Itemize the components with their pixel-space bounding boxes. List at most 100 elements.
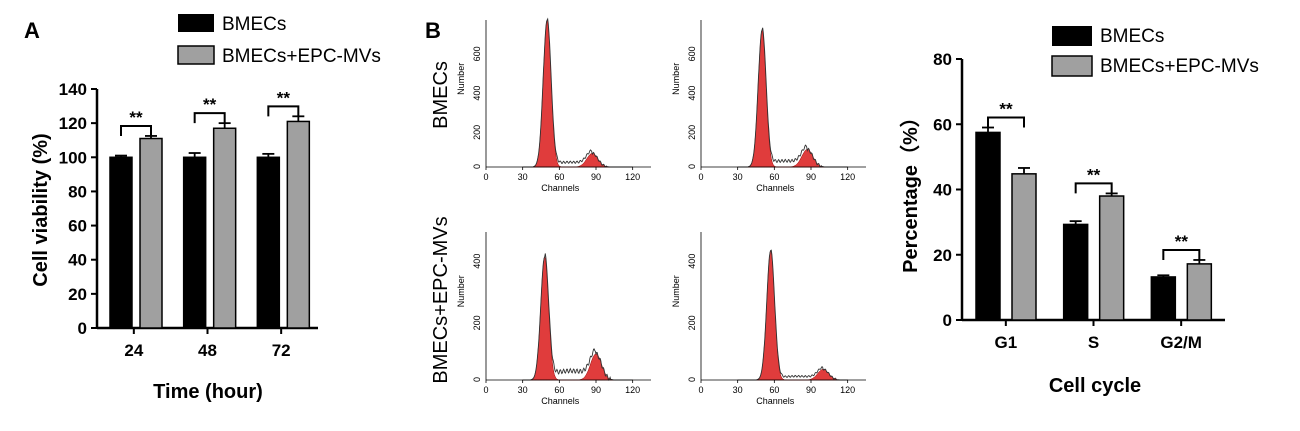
hist-xtick-label: 0 bbox=[698, 385, 703, 395]
hist-xtick-label: 30 bbox=[518, 172, 528, 182]
legend-swatch-bmecs-c bbox=[1052, 26, 1092, 46]
hist-ytick-label: 400 bbox=[472, 86, 482, 101]
row-label-bmecs-epc: BMECs+EPC-MVs bbox=[430, 216, 452, 383]
hist-ylabel: Number bbox=[671, 275, 681, 307]
hist-xtick-label: 90 bbox=[591, 172, 601, 182]
panel-a-legend: BMECs BMECs+EPC-MVs bbox=[177, 14, 381, 67]
row-label-bmecs: BMECs bbox=[430, 61, 452, 129]
hist-ytick-label: 600 bbox=[472, 46, 482, 61]
histogram-3: 0 200 400 0 30 60 90 120 Channels Number bbox=[456, 232, 651, 406]
hist-xtick-label: 30 bbox=[733, 172, 743, 182]
C-bar bbox=[1062, 223, 1089, 321]
C-bar bbox=[1011, 173, 1037, 321]
s-phase-outline bbox=[522, 17, 633, 168]
hist-xtick-label: 0 bbox=[483, 385, 488, 395]
legend-swatch-bmecs-epc bbox=[177, 45, 215, 65]
panel-c-xlabel: Cell cycle bbox=[1049, 375, 1141, 397]
legend-label-bmecs: BMECs bbox=[222, 14, 286, 35]
A-ytick-label: 40 bbox=[68, 251, 87, 270]
hist-ytick-label: 0 bbox=[687, 377, 697, 382]
C-significance-label: ** bbox=[1175, 232, 1189, 251]
hist-ytick-label: 600 bbox=[687, 46, 697, 61]
A-significance-bracket bbox=[120, 124, 152, 136]
panel-c-ylabel: Percentage（%） bbox=[899, 107, 922, 273]
legend-label-bmecs-c: BMECs bbox=[1100, 26, 1164, 47]
hist-xtick-label: 30 bbox=[733, 385, 743, 395]
A-ytick-label: 120 bbox=[59, 114, 87, 133]
histogram-4: 0 200 400 0 30 60 90 120 Channels Number bbox=[671, 232, 866, 406]
A-ytick-label: 80 bbox=[68, 182, 87, 201]
histogram-2: 0 200 400 600 0 30 60 90 120 Channels Number bbox=[671, 20, 866, 193]
A-significance-bracket bbox=[267, 105, 300, 117]
hist-ytick-label: 400 bbox=[687, 86, 697, 101]
A-significance-label: ** bbox=[129, 108, 143, 127]
hist-xtick-label: 120 bbox=[840, 385, 855, 395]
hist-xtick-label: 60 bbox=[769, 385, 779, 395]
hist-xtick-label: 120 bbox=[625, 385, 640, 395]
A-significance-label: ** bbox=[203, 95, 217, 114]
C-xtick-label: G1 bbox=[994, 333, 1017, 352]
panel-a-ylabel: Cell viability (%) bbox=[30, 133, 52, 286]
A-ytick-label: 140 bbox=[59, 80, 87, 99]
hist-xtick-label: 60 bbox=[554, 385, 564, 395]
A-ytick-label: 60 bbox=[68, 217, 87, 236]
hist-ytick-label: 200 bbox=[472, 315, 482, 330]
legend-label-bmecs-epc-c: BMECs+EPC-MVs bbox=[1100, 56, 1259, 77]
hist-xtick-label: 0 bbox=[483, 172, 488, 182]
panel-a-xlabel: Time (hour) bbox=[153, 381, 263, 403]
g1-peak bbox=[522, 256, 633, 381]
hist-xtick-label: 30 bbox=[518, 385, 528, 395]
C-significance-label: ** bbox=[1087, 165, 1101, 184]
hist-xtick-label: 90 bbox=[806, 172, 816, 182]
A-bar bbox=[212, 127, 237, 329]
histogram-1: 0 200 400 600 0 30 60 90 120 Channels Number bbox=[456, 17, 651, 193]
A-xtick-label: 72 bbox=[272, 341, 291, 360]
C-bar bbox=[975, 131, 1001, 321]
hist-xtick-label: 120 bbox=[840, 172, 855, 182]
C-xtick-label: S bbox=[1088, 333, 1099, 352]
hist-xtick-label: 0 bbox=[698, 172, 703, 182]
s-phase-outline bbox=[737, 249, 848, 381]
hist-ytick-label: 200 bbox=[687, 315, 697, 330]
panel-c-chart: BMECs BMECs+EPC-MVs Percentage（%） Cell c… bbox=[899, 26, 1259, 397]
panel-c-legend: BMECs BMECs+EPC-MVs bbox=[1051, 26, 1259, 77]
C-significance-bracket bbox=[1162, 248, 1201, 260]
hist-ylabel: Number bbox=[671, 63, 681, 95]
C-significance-bracket bbox=[987, 116, 1025, 128]
hist-ytick-label: 400 bbox=[687, 254, 697, 269]
hist-ytick-label: 0 bbox=[472, 164, 482, 169]
hist-ytick-label: 200 bbox=[687, 125, 697, 140]
hist-xlabel: Channels bbox=[756, 396, 795, 406]
C-ytick-label: 40 bbox=[933, 181, 952, 200]
hist-xtick-label: 60 bbox=[769, 172, 779, 182]
A-significance-label: ** bbox=[277, 88, 291, 107]
A-ytick-label: 20 bbox=[68, 285, 87, 304]
s-phase-outline bbox=[737, 27, 848, 168]
panel-b-label: B bbox=[425, 18, 441, 43]
A-bar bbox=[286, 120, 311, 329]
hist-xtick-label: 120 bbox=[625, 172, 640, 182]
C-ytick-label: 0 bbox=[943, 311, 952, 330]
C-bar bbox=[1186, 263, 1213, 321]
C-ytick-label: 60 bbox=[933, 115, 952, 134]
legend-swatch-bmecs-epc-c bbox=[1051, 55, 1093, 77]
hist-ytick-label: 0 bbox=[687, 164, 697, 169]
A-xtick-label: 48 bbox=[198, 341, 217, 360]
A-significance-bracket bbox=[193, 112, 226, 124]
C-significance-bracket bbox=[1074, 182, 1113, 194]
hist-ylabel: Number bbox=[456, 275, 466, 307]
C-bar bbox=[1150, 276, 1177, 321]
C-xtick-label: G2/M bbox=[1160, 333, 1202, 352]
hist-xlabel: Channels bbox=[756, 183, 795, 193]
hist-xtick-label: 60 bbox=[554, 172, 564, 182]
hist-xlabel: Channels bbox=[541, 183, 580, 193]
A-xtick-label: 24 bbox=[124, 341, 143, 360]
A-bar bbox=[182, 156, 207, 329]
A-bar bbox=[109, 156, 133, 329]
hist-ytick-label: 400 bbox=[472, 254, 482, 269]
C-ytick-label: 20 bbox=[933, 246, 952, 265]
A-ytick-label: 0 bbox=[78, 319, 87, 338]
g1-peak bbox=[737, 249, 848, 381]
